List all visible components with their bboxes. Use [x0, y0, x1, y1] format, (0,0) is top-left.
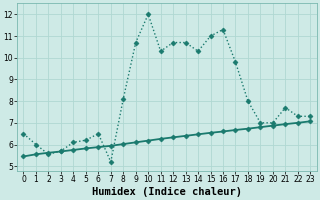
- X-axis label: Humidex (Indice chaleur): Humidex (Indice chaleur): [92, 186, 242, 197]
